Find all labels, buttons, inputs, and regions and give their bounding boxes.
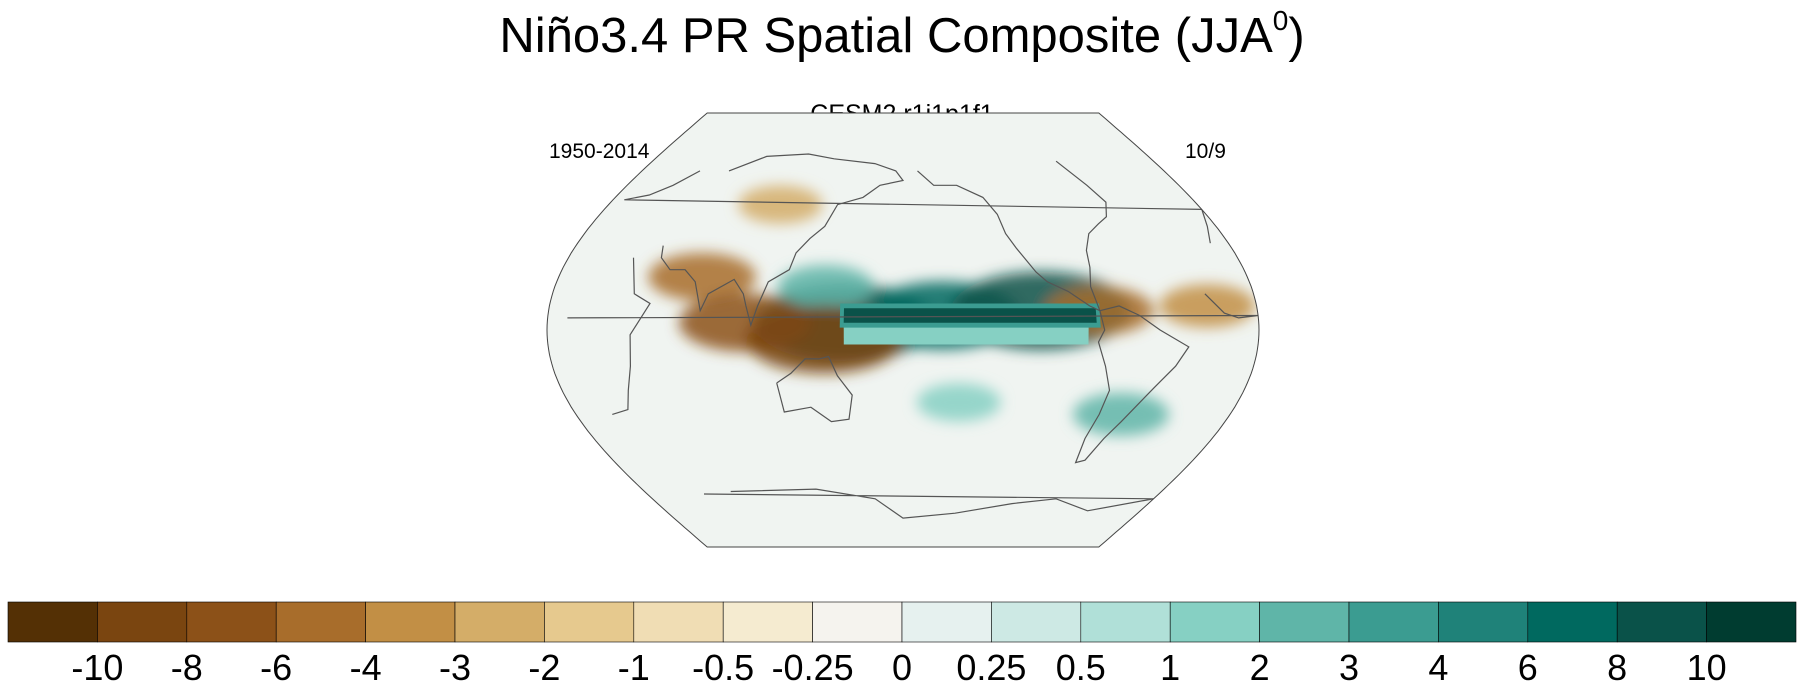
colorbar-label-15: 4	[1428, 647, 1449, 688]
colorbar-label-10: 0.25	[956, 647, 1027, 688]
colorbar-label-12: 1	[1160, 647, 1181, 688]
colorbar-label-9: 0	[891, 647, 913, 688]
coastlines	[567, 153, 1259, 519]
anomaly-region-positive-4	[916, 383, 1001, 422]
figure-title-close: )	[1288, 9, 1305, 63]
colorbar-swatch-6	[544, 601, 635, 643]
colorbar	[7, 601, 1797, 643]
colorbar-swatch-11	[991, 601, 1082, 643]
colorbar-label-3: -4	[349, 647, 382, 688]
colorbar-swatch-15	[1348, 601, 1439, 643]
colorbar-label-18: 10	[1686, 647, 1727, 688]
composite-count-label: 10/9	[1185, 140, 1226, 163]
colorbar-label-17: 8	[1607, 647, 1628, 688]
colorbar-swatch-4	[365, 601, 456, 643]
globe-outline	[546, 112, 1260, 548]
colorbar-swatch-1	[97, 601, 188, 643]
anomaly-region-negative-6	[648, 252, 757, 301]
coastline-north-america-west	[917, 170, 1101, 312]
coastline-africa-west	[567, 293, 1259, 319]
colorbar-swatch-9	[812, 601, 903, 643]
colorbar-swatch-12	[1080, 601, 1171, 643]
colorbar-swatch-18	[1616, 601, 1707, 643]
colorbar-swatch-17	[1527, 601, 1618, 643]
colorbar-label-1: -8	[170, 647, 203, 688]
colorbar-swatch-13	[1169, 601, 1260, 643]
coastline-europe	[624, 170, 1211, 244]
coastline-australia	[776, 355, 853, 423]
colorbar-swatch-0	[7, 601, 98, 643]
colorbar-swatch-14	[1259, 601, 1350, 643]
equatorial-band-layer	[839, 303, 1101, 345]
colorbar-swatch-2	[186, 601, 277, 643]
colorbar-label-2: -6	[260, 647, 293, 688]
figure-title-text: Niño3.4 PR Spatial Composite (JJA	[499, 9, 1273, 63]
world-map	[546, 112, 1260, 548]
coastline-north-america-east	[1055, 160, 1108, 311]
colorbar-label-4: -3	[438, 647, 472, 688]
coastline-africa-east	[612, 257, 651, 415]
colorbar-swatch-19	[1706, 601, 1797, 643]
colorbar-label-14: 3	[1338, 647, 1360, 688]
colorbar-label-6: -1	[617, 647, 650, 688]
coastline-asia-east-coast	[660, 153, 905, 328]
colorbar-swatch-8	[722, 601, 813, 643]
colorbar-label-11: 0.5	[1055, 647, 1106, 688]
coastline-south-america	[1074, 305, 1190, 464]
colorbar-label-5: -2	[528, 647, 561, 688]
colorbar-swatch-3	[275, 601, 366, 643]
colorbar-label-13: 2	[1249, 647, 1270, 688]
band-core-wet	[843, 308, 1097, 323]
colorbar-swatch-10	[901, 601, 992, 643]
colorbar-swatch-7	[633, 601, 724, 643]
colorbar-label-16: 6	[1517, 647, 1538, 688]
anomaly-region-positive-5	[1073, 392, 1170, 436]
anomaly-region-positive-3	[777, 265, 874, 309]
anomaly-region-negative-10	[1159, 284, 1256, 328]
colorbar-swatch-16	[1438, 601, 1529, 643]
colorbar-label-8: -0.25	[771, 647, 854, 688]
period-label: 1950-2014	[549, 140, 650, 163]
figure-title-superscript: 0	[1272, 5, 1289, 36]
colorbar-swatch-5	[454, 601, 545, 643]
anomaly-region-negative-11	[738, 185, 823, 224]
colorbar-label-0: -10	[71, 647, 124, 688]
coastline-antarctica	[703, 488, 1154, 519]
figure-title: Niño3.4 PR Spatial Composite (JJA0)	[0, 6, 1804, 66]
colorbar-label-7: -0.5	[692, 647, 755, 688]
